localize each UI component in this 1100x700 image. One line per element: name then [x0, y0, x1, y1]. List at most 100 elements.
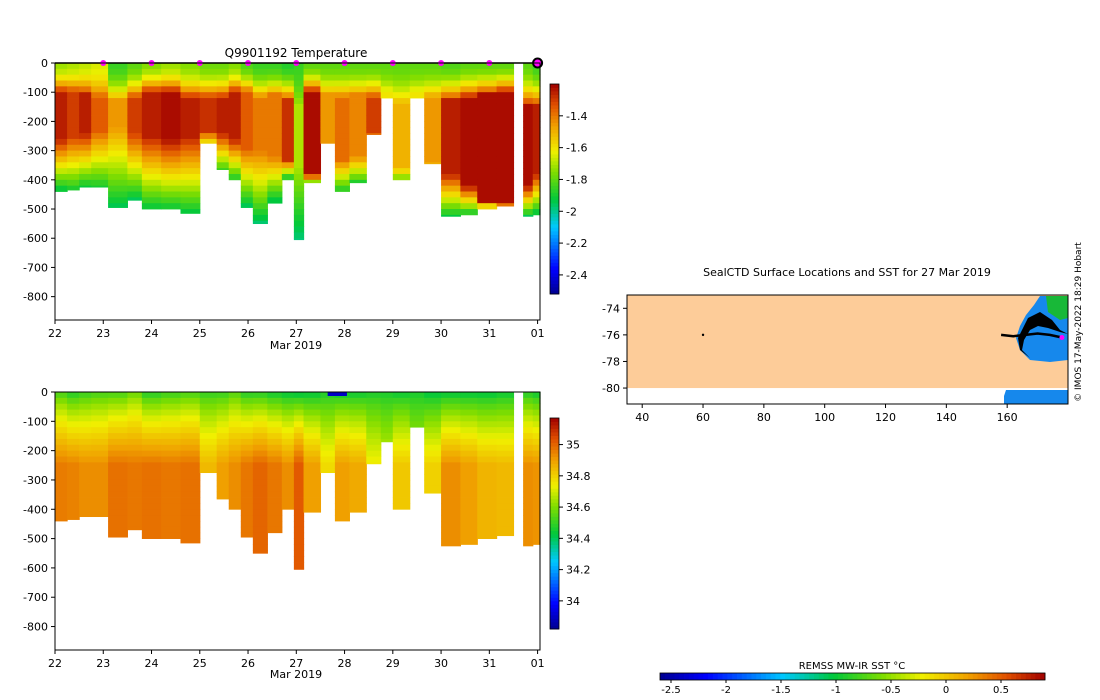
- salinity-cell: [392, 444, 411, 452]
- salinity-cell: [141, 421, 162, 428]
- colorbar-tick-label: 35: [566, 439, 580, 452]
- sst-colorbar-tick-label: -2.5: [661, 685, 681, 696]
- temperature-profile: [79, 63, 92, 188]
- sst-colorbar-frame: [659, 672, 1046, 681]
- temperature-cell: [216, 63, 230, 70]
- salinity-cell: [161, 421, 182, 428]
- salinity-cell: [267, 526, 283, 534]
- temperature-cell: [79, 179, 92, 187]
- colorbar-tick-label: -2: [566, 205, 577, 218]
- salinity-cell: [477, 444, 498, 452]
- salinity-cell: [240, 474, 254, 481]
- salinity-cell: [477, 438, 498, 446]
- sst-colorbar-segment: [939, 673, 945, 680]
- x-tick-label: 25: [193, 327, 207, 340]
- salinity-cell: [240, 468, 254, 475]
- salinity-cell: [293, 462, 305, 469]
- temperature-cell: [303, 127, 322, 134]
- salinity-cell: [67, 515, 80, 520]
- sst-colorbar-segment: [732, 673, 738, 680]
- salinity-cell: [199, 433, 218, 440]
- temperature-cell: [67, 86, 80, 93]
- salinity-cell: [252, 509, 268, 516]
- sst-colorbar-segment: [765, 673, 772, 680]
- temperature-cell: [477, 203, 498, 210]
- salinity-cell: [523, 468, 534, 475]
- salinity-cell: [281, 462, 295, 469]
- temperature-cell: [281, 121, 295, 128]
- salinity-cell: [55, 397, 68, 405]
- temperature-cell: [532, 156, 541, 163]
- temperature-cell: [366, 109, 382, 116]
- salinity-cell: [281, 415, 295, 422]
- salinity-cell: [392, 450, 411, 457]
- temperature-cell: [424, 86, 442, 93]
- sst-colorbar-segment: [1030, 673, 1036, 680]
- temperature-cell: [441, 103, 461, 111]
- temperature-profile: [293, 63, 305, 241]
- temperature-cell: [141, 103, 162, 111]
- low-salinity-surface-cell: [327, 392, 347, 396]
- salinity-cell: [216, 497, 230, 500]
- sst-colorbar-segment: [987, 673, 993, 680]
- salinity-cell: [532, 538, 541, 545]
- temperature-cell: [281, 138, 295, 146]
- salinity-cell: [349, 421, 367, 428]
- temperature-cell: [127, 179, 143, 187]
- temperature-profile: [532, 63, 541, 216]
- salinity-cell: [281, 438, 295, 446]
- temperature-cell: [199, 98, 218, 105]
- temperature-cell: [91, 162, 109, 169]
- salinity-cell: [460, 538, 478, 545]
- sst-colorbar-segment: [996, 673, 1003, 680]
- temperature-cell: [349, 173, 367, 181]
- salinity-cell: [441, 544, 461, 547]
- salinity-cell: [252, 491, 268, 498]
- temperature-cell: [108, 74, 128, 81]
- temperature-cell: [67, 109, 80, 116]
- y-tick-label: -600: [23, 232, 48, 245]
- temperature-cell: [199, 133, 218, 140]
- salinity-cell: [303, 409, 322, 416]
- sst-map-panel: SealCTD Surface Locations and SST for 27…: [602, 266, 1069, 696]
- salinity-cell: [79, 479, 92, 487]
- temperature-cell: [424, 144, 442, 152]
- salinity-cell: [424, 485, 442, 493]
- salinity-cell: [409, 392, 425, 399]
- colorbar-segment: [550, 122, 559, 127]
- sst-colorbar-segment: [737, 673, 743, 680]
- temperature-cell: [441, 214, 461, 217]
- salinity-cell: [477, 491, 498, 498]
- salinity-cell: [91, 415, 109, 422]
- salinity-cell: [349, 509, 367, 513]
- salinity-cell: [252, 456, 268, 463]
- colorbar-segment: [550, 133, 559, 137]
- temperature-cell: [392, 68, 411, 76]
- temperature-cell: [108, 150, 128, 157]
- temperature-cell: [79, 92, 92, 99]
- salinity-cell: [380, 427, 394, 434]
- salinity-cell: [496, 421, 515, 428]
- temperature-cell: [424, 68, 442, 76]
- salinity-cell: [380, 409, 394, 416]
- salinity-profile: [216, 392, 230, 500]
- warm-sst-patch: [1046, 296, 1068, 320]
- salinity-cell: [477, 509, 498, 516]
- temperature-cell: [108, 115, 128, 122]
- salinity-cell: [55, 403, 68, 410]
- map-x-tick-label: 100: [814, 411, 835, 424]
- temperature-cell: [252, 150, 268, 157]
- salinity-cell: [281, 485, 295, 493]
- colorbar-segment: [550, 182, 559, 186]
- temperature-profile: [477, 63, 498, 210]
- salinity-cell: [55, 456, 68, 463]
- salinity-cell: [523, 497, 534, 504]
- temperature-cell: [496, 150, 515, 157]
- salinity-cell: [293, 450, 305, 457]
- temperature-cell: [127, 127, 143, 134]
- salinity-cell: [496, 403, 515, 410]
- temperature-cell: [334, 80, 350, 87]
- salinity-cell: [180, 444, 201, 452]
- salinity-cell: [532, 485, 541, 493]
- temperature-cell: [460, 150, 478, 157]
